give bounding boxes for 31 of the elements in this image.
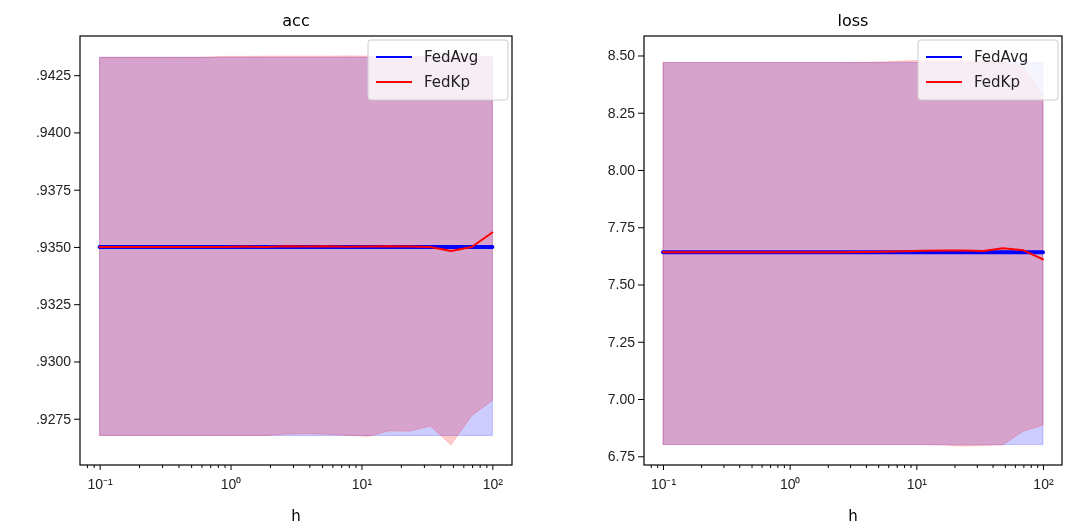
- y-tick-label: 8.25: [607, 104, 636, 121]
- chart-title: loss: [837, 11, 869, 30]
- x-axis-title: h: [291, 507, 301, 525]
- y-tick-label: .9350: [35, 238, 72, 255]
- y-tick-label: .9325: [35, 296, 72, 313]
- legend-label: FedAvg: [974, 48, 1029, 66]
- y-tick-label: .9425: [35, 67, 72, 84]
- y-tick-label: .9400: [35, 124, 72, 141]
- y-tick-label: 7.75: [607, 219, 636, 236]
- y-tick-label: 7.00: [607, 391, 636, 408]
- x-tick-label: 10¹: [906, 476, 928, 493]
- x-tick-label: 10⁻¹: [650, 476, 677, 493]
- y-tick-label: .9375: [35, 181, 72, 198]
- y-tick-label: .9300: [35, 353, 72, 370]
- x-tick-label: 10²: [482, 476, 504, 493]
- x-tick-label: 10¹: [351, 476, 373, 493]
- y-tick-label: 7.50: [607, 276, 636, 293]
- y-tick-label: .9275: [35, 410, 72, 427]
- y-tick-label: 8.50: [607, 47, 636, 64]
- x-tick-label: 10⁻¹: [87, 476, 114, 493]
- chart-title: acc: [282, 11, 310, 30]
- legend-label: FedAvg: [424, 48, 479, 66]
- y-tick-label: 7.25: [607, 333, 636, 350]
- x-axis-title: h: [848, 507, 858, 525]
- x-tick-label: 10⁰: [220, 476, 242, 493]
- y-tick-label: 6.75: [607, 448, 636, 465]
- x-tick-label: 10²: [1033, 476, 1054, 493]
- x-tick-label: 10⁰: [779, 476, 801, 493]
- y-tick-label: 8.00: [607, 161, 636, 178]
- legend-label: FedKp: [974, 73, 1020, 91]
- legend-label: FedKp: [424, 73, 470, 91]
